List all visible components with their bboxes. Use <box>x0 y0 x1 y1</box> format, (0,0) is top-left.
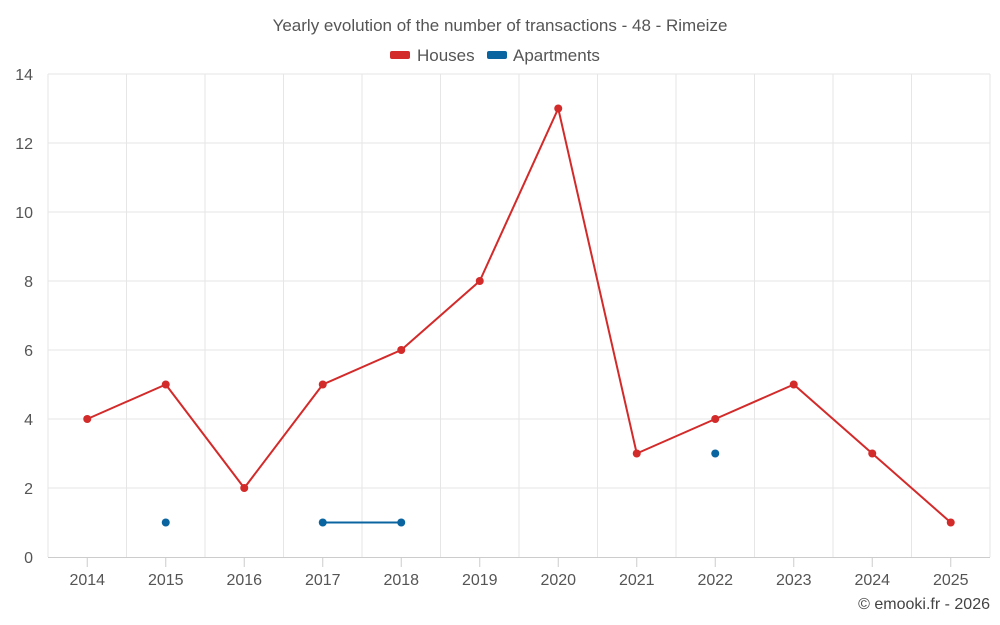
data-point-houses[interactable] <box>946 518 955 527</box>
data-point-houses[interactable] <box>554 104 563 113</box>
data-point-apartments[interactable] <box>711 449 720 458</box>
x-tick-label: 2023 <box>776 572 812 589</box>
x-tick-label: 2016 <box>226 572 262 589</box>
series-apartments <box>161 449 720 527</box>
x-tick-label: 2018 <box>383 572 419 589</box>
x-tick-label: 2021 <box>619 572 655 589</box>
data-point-houses[interactable] <box>397 346 406 354</box>
chart-title: Yearly evolution of the number of transa… <box>273 16 728 35</box>
legend-swatch-apartments <box>487 51 507 59</box>
legend-label-apartments: Apartments <box>513 46 600 65</box>
y-tick-label: 8 <box>24 274 33 291</box>
legend-item-apartments[interactable]: Apartments <box>487 46 600 65</box>
y-tick-label: 10 <box>15 205 33 222</box>
data-point-houses[interactable] <box>475 277 484 285</box>
y-tick-label: 4 <box>24 412 33 429</box>
series-line-houses <box>86 107 952 524</box>
x-tick-label: 2025 <box>933 572 969 589</box>
data-point-houses[interactable] <box>83 415 92 423</box>
legend-swatch-houses <box>390 51 410 59</box>
data-point-houses[interactable] <box>632 449 641 458</box>
data-point-houses[interactable] <box>161 380 170 389</box>
data-point-houses[interactable] <box>318 380 327 389</box>
y-tick-label: 0 <box>24 550 33 567</box>
y-tick-label: 12 <box>15 136 33 153</box>
x-gridlines <box>47 74 991 557</box>
legend-label-houses: Houses <box>417 46 475 65</box>
x-tick-label: 2024 <box>854 572 890 589</box>
data-point-houses[interactable] <box>789 380 798 389</box>
data-point-apartments[interactable] <box>397 518 406 527</box>
x-tick-label: 2020 <box>540 572 576 589</box>
x-tick-label: 2019 <box>462 572 498 589</box>
data-point-houses[interactable] <box>240 484 249 492</box>
x-tick-label: 2017 <box>305 572 341 589</box>
y-tick-label: 2 <box>24 481 33 498</box>
y-axis-ticks: 0 2 4 6 8 10 12 14 <box>15 67 33 567</box>
y-tick-label: 14 <box>15 67 33 84</box>
x-tick-label: 2022 <box>697 572 733 589</box>
credit-text: © emooki.fr - 2026 <box>858 596 990 613</box>
y-tick-label: 6 <box>24 343 33 360</box>
data-point-houses[interactable] <box>711 415 720 423</box>
series-houses <box>83 104 955 527</box>
data-point-apartments[interactable] <box>161 518 170 527</box>
legend: Houses Apartments <box>390 46 600 65</box>
data-point-apartments[interactable] <box>318 518 327 527</box>
x-axis-ticks: 2014 2015 2016 2017 2018 2019 2020 2021 2022 2023… <box>69 557 969 589</box>
legend-item-houses[interactable]: Houses <box>390 46 475 65</box>
data-point-houses[interactable] <box>868 449 877 458</box>
x-tick-label: 2015 <box>148 572 184 589</box>
series-layer <box>83 104 955 527</box>
x-tick-label: 2014 <box>69 572 105 589</box>
